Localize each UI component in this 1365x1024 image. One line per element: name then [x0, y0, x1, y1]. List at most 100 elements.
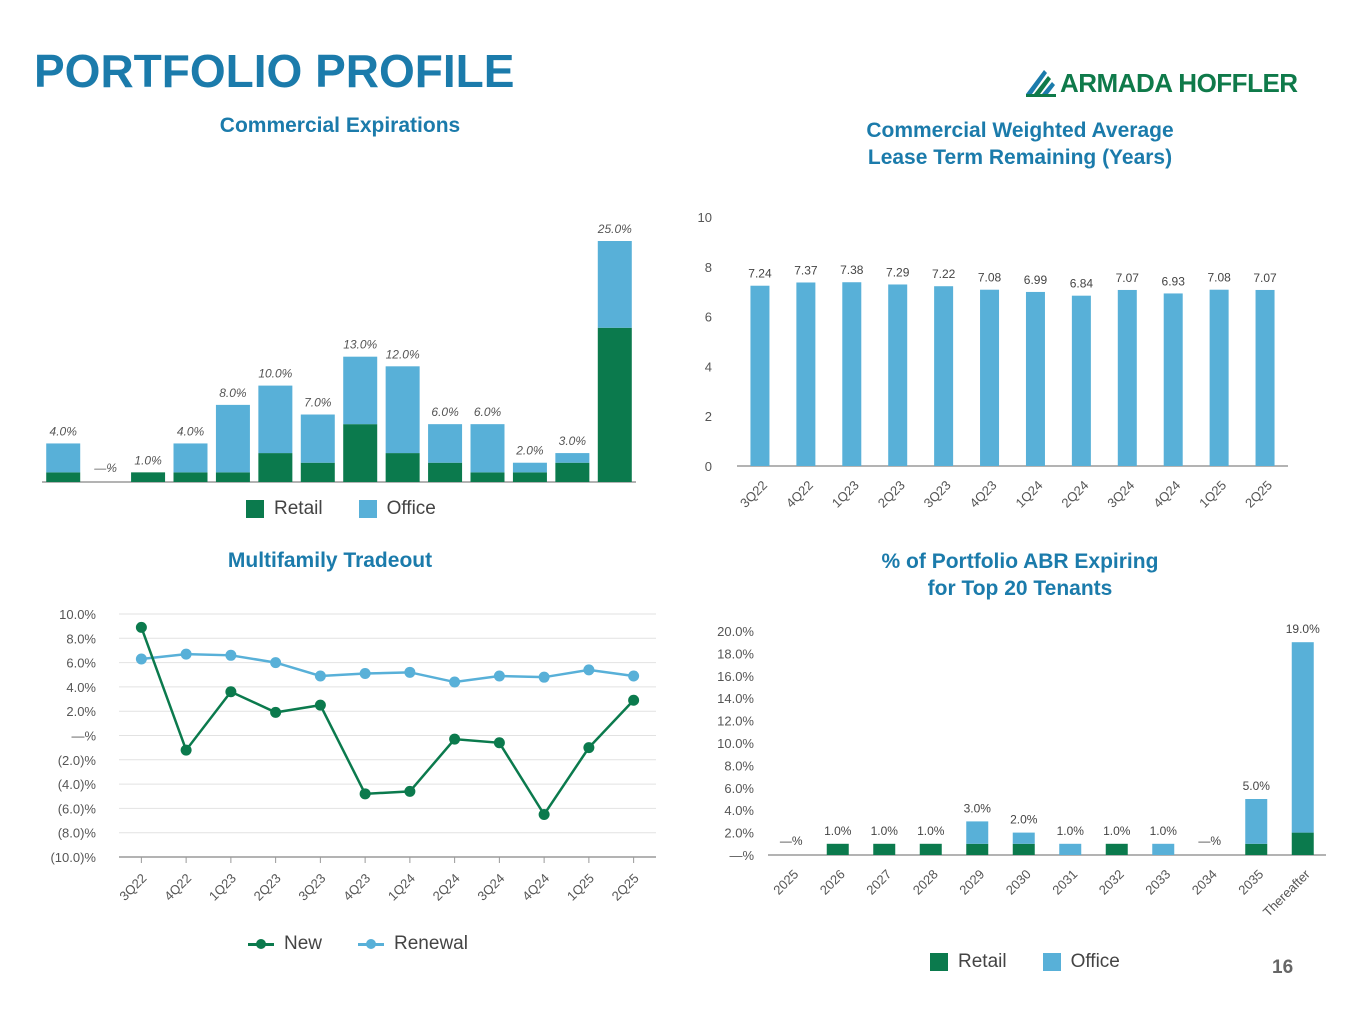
bar-retail — [173, 472, 208, 482]
data-label: 1.0% — [917, 824, 945, 838]
x-tick-label: 4Q22 — [161, 871, 194, 904]
legend-item-office: Office — [1042, 951, 1120, 973]
data-label: 5.0% — [1243, 779, 1271, 793]
bar-office — [512, 462, 547, 473]
bar-retail — [512, 472, 547, 482]
bar-office — [555, 453, 590, 463]
point-new — [538, 808, 550, 820]
x-tick-label: 4Q23 — [340, 871, 373, 904]
bar — [1071, 295, 1091, 466]
point-renewal — [135, 653, 147, 665]
y-tick-label: 8 — [705, 260, 712, 275]
y-tick-label: (10.0)% — [50, 850, 96, 865]
data-label: 1.0% — [824, 824, 852, 838]
x-tick-label: 2033 — [1142, 867, 1173, 898]
data-label: 7.07 — [1253, 271, 1277, 285]
data-label: 6.0% — [474, 405, 502, 419]
data-label: 13.0% — [343, 338, 377, 352]
bar-retail — [1012, 843, 1035, 855]
y-tick-label: 0 — [705, 459, 712, 474]
point-renewal — [583, 664, 595, 676]
y-tick-label: —% — [71, 729, 96, 744]
bar — [1117, 289, 1137, 466]
point-new — [135, 621, 147, 633]
data-label: 6.0% — [431, 405, 459, 419]
bar-retail — [343, 424, 378, 482]
data-label: 4.0% — [50, 424, 78, 438]
page-title: PORTFOLIO PROFILE — [34, 45, 515, 97]
x-tick-label: 3Q23 — [295, 871, 328, 904]
data-label: —% — [780, 834, 803, 848]
data-label: 2.0% — [515, 444, 544, 458]
data-label: 1.0% — [1150, 824, 1178, 838]
y-tick-label: 8.0% — [724, 758, 754, 773]
bar-retail — [826, 843, 849, 855]
data-label: 1.0% — [1103, 824, 1131, 838]
point-renewal — [628, 670, 640, 682]
renewal-swatch — [358, 938, 385, 949]
x-tick-label: 2030 — [1003, 867, 1034, 898]
x-tick-label: 2Q25 — [1242, 478, 1275, 511]
top20-abr-title: % of Portfolio ABR Expiring for Top 20 T… — [881, 550, 1159, 600]
bar — [1255, 289, 1275, 466]
x-tick-label: 4Q23 — [967, 478, 1000, 511]
bar-office — [300, 414, 335, 463]
y-tick-label: 10.0% — [59, 607, 96, 622]
y-tick-label: (6.0)% — [58, 801, 97, 816]
bar — [842, 282, 862, 466]
bar-office — [428, 424, 463, 463]
point-new — [225, 686, 237, 698]
data-label: 3.0% — [964, 801, 992, 815]
data-label: 7.08 — [1207, 271, 1231, 285]
y-tick-label: 2.0% — [724, 826, 754, 841]
y-tick-label: 2.0% — [66, 704, 96, 719]
series-line-new — [140, 626, 635, 817]
point-renewal — [538, 671, 550, 683]
data-label: —% — [1198, 834, 1221, 848]
office-swatch — [358, 500, 377, 518]
point-renewal — [449, 676, 461, 688]
data-label: 7.22 — [932, 267, 956, 281]
x-tick-label: 2026 — [817, 867, 848, 898]
y-tick-label: 16.0% — [717, 669, 754, 684]
data-label: 19.0% — [1286, 622, 1320, 636]
bar-retail — [428, 462, 463, 482]
bar-retail — [919, 843, 942, 855]
legend-label: Office — [386, 498, 436, 519]
x-tick-label: 3Q22 — [116, 871, 149, 904]
x-tick-label: Thereafter — [1260, 866, 1313, 919]
x-tick-label: 1Q23 — [206, 871, 239, 904]
y-tick-label: —% — [729, 848, 754, 863]
legend-item-office: Office — [358, 498, 436, 520]
bar — [1025, 291, 1045, 466]
x-tick-label: 1Q25 — [1196, 478, 1229, 511]
bar-office — [597, 241, 632, 328]
bar-retail — [215, 472, 250, 482]
bar-retail — [131, 472, 166, 482]
commercial-expirations-legend: Retail Office — [246, 498, 472, 520]
x-tick-label: 2031 — [1049, 867, 1080, 898]
x-tick-label: 3Q24 — [474, 871, 507, 904]
point-renewal — [270, 657, 282, 669]
bar-office — [1059, 843, 1082, 855]
legend-label: Renewal — [394, 933, 468, 954]
y-tick-label: 6 — [705, 310, 712, 325]
y-tick-label: 10.0% — [717, 736, 754, 751]
x-tick-label: 1Q23 — [829, 478, 862, 511]
brand-logo: ARMADA HOFFLER — [1024, 64, 1304, 100]
data-label: 4.0% — [177, 424, 205, 438]
data-label: —% — [93, 461, 117, 475]
series-line-renewal — [141, 652, 634, 684]
wale-title: Commercial Weighted Average Lease Term R… — [866, 119, 1174, 169]
data-label: 7.38 — [840, 263, 864, 277]
point-renewal — [359, 668, 371, 680]
data-label: 6.99 — [1024, 273, 1048, 287]
data-label: 2.0% — [1010, 813, 1038, 827]
y-tick-label: 4 — [705, 359, 712, 374]
bar-office — [46, 443, 81, 473]
point-new — [404, 785, 416, 797]
y-tick-label: 10 — [698, 210, 712, 225]
new-swatch — [248, 938, 274, 949]
bar-office — [258, 385, 293, 454]
x-tick-label: 3Q22 — [737, 478, 770, 511]
